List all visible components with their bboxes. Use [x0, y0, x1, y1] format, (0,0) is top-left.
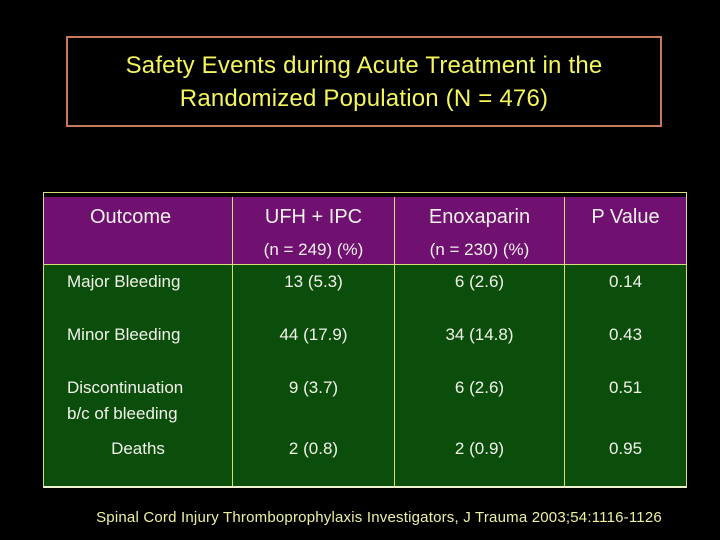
slide-title-box: Safety Events during Acute Treatment in …: [66, 36, 662, 127]
header-outcome: Outcome: [44, 197, 233, 264]
outcome-cell: Discontinuation b/c of bleeding: [44, 361, 233, 427]
p-value-cell: 0.95: [608, 439, 643, 458]
safety-events-table: Outcome UFH + IPC (n = 249) (%) Enoxapar…: [43, 192, 687, 488]
header-ufh-label: UFH + IPC: [264, 206, 363, 228]
p-value-cell: 0.51: [608, 378, 643, 397]
ufh-value-cell: 9 (3.7): [233, 361, 395, 427]
citation: Spinal Cord Injury Thromboprophylaxis In…: [96, 509, 662, 526]
table-row-minor-bleeding: Minor Bleeding 44 (17.9) 34 (14.8) 0.43: [44, 308, 686, 361]
header-enox-sub: (n = 230) (%): [429, 240, 530, 259]
header-p-label: P Value: [591, 206, 660, 228]
header-ufh-sub: (n = 249) (%): [263, 240, 364, 259]
ufh-value-cell: 2 (0.8): [233, 427, 395, 486]
table-row-discontinuation: Discontinuation b/c of bleeding 9 (3.7) …: [44, 361, 686, 427]
table-row-major-bleeding: Major Bleeding 13 (5.3) 6 (2.6) 0.14: [44, 265, 686, 308]
p-value-cell: 0.43: [608, 325, 643, 344]
slide-title-line2: Randomized Population (N = 476): [179, 84, 549, 112]
header-enoxaparin: Enoxaparin (n = 230) (%): [395, 197, 565, 264]
outcome-cell: Deaths: [44, 427, 233, 486]
outcome-cell: Major Bleeding: [44, 265, 233, 308]
outcome-cell: Minor Bleeding: [44, 308, 233, 361]
header-enox-label: Enoxaparin: [428, 206, 531, 228]
header-outcome-label: Outcome: [90, 206, 172, 228]
table-row-deaths: Deaths 2 (0.8) 2 (0.9) 0.95: [44, 427, 686, 486]
enox-value-cell: 34 (14.8): [395, 308, 565, 361]
enox-value-cell: 6 (2.6): [395, 265, 565, 308]
enox-value-cell: 6 (2.6): [395, 361, 565, 427]
ufh-value-cell: 13 (5.3): [233, 265, 395, 308]
table-header-row: Outcome UFH + IPC (n = 249) (%) Enoxapar…: [44, 193, 686, 265]
slide-title-line1: Safety Events during Acute Treatment in …: [125, 51, 603, 79]
enox-value-cell: 2 (0.9): [395, 427, 565, 486]
p-value-cell: 0.14: [608, 272, 643, 291]
header-ufh-ipc: UFH + IPC (n = 249) (%): [233, 197, 395, 264]
outcome-line2: b/c of bleeding: [67, 404, 178, 423]
header-p-value: P Value: [565, 197, 686, 264]
outcome-line1: Discontinuation: [67, 378, 184, 397]
ufh-value-cell: 44 (17.9): [233, 308, 395, 361]
